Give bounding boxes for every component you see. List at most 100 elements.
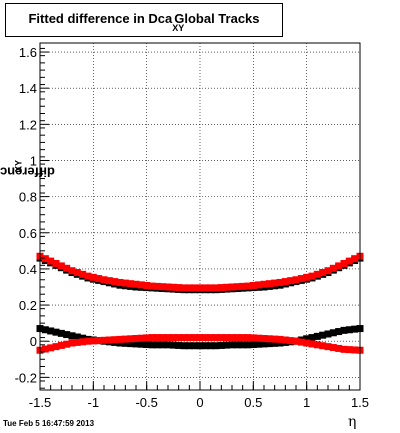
data-point [164,341,172,349]
data-point [340,259,348,267]
data-point [292,276,300,284]
data-point [255,281,263,289]
data-point [324,343,332,351]
data-point [212,284,220,292]
data-point [132,334,140,342]
y-tick-label: 0.8 [19,190,37,205]
data-point [164,283,172,291]
data-point [249,281,257,289]
y-tick-label: 0 [30,334,37,349]
data-point [185,334,193,342]
data-point [68,332,76,340]
data-point [319,269,327,277]
data-point [345,326,353,334]
data-point [41,345,49,353]
data-point [169,283,177,291]
y-tick-label: 1.4 [19,81,37,96]
data-point [287,337,295,345]
data-point [73,269,81,277]
data-point [132,280,140,288]
data-point [116,339,124,347]
chart-title-suffix: Global Tracks [174,11,260,26]
x-tick-label: 1.5 [351,395,369,410]
data-point [255,340,263,348]
data-point [297,338,305,346]
data-point [239,341,247,349]
data-point [159,334,167,342]
y-axis-label-subscript: XY [13,159,24,173]
data-point [308,340,316,348]
data-point [233,334,241,342]
data-point [63,331,71,339]
data-point [63,264,71,272]
x-tick-label: -1 [88,395,100,410]
data-point [265,335,273,343]
data-point [271,339,279,347]
data-point [329,264,337,272]
data-point [212,334,220,342]
series-3 [36,334,364,354]
data-point [340,326,348,334]
data-point [233,283,241,291]
data-point [57,341,65,349]
data-point [260,280,268,288]
data-point [313,341,321,349]
data-point [116,278,124,286]
data-point [41,255,49,263]
data-point [233,341,241,349]
data-point [153,341,161,349]
data-point [217,334,225,342]
grid-lines [40,43,360,390]
data-point [52,328,60,336]
data-point [143,341,151,349]
data-point [175,341,183,349]
data-point [303,273,311,281]
x-tick-label: 0.5 [244,395,262,410]
data-point [223,334,231,342]
data-point [153,334,161,342]
data-point [271,279,279,287]
data-point [281,336,289,344]
x-tick-label: -0.5 [135,395,157,410]
data-point [52,259,60,267]
data-point [47,344,55,352]
data-point [228,334,236,342]
data-point [303,339,311,347]
data-point [260,340,268,348]
data-point [84,272,92,280]
data-point [319,342,327,350]
data-point [329,344,337,352]
data-point [137,281,145,289]
y-tick-label: 1.2 [19,117,37,132]
data-point [121,335,129,343]
data-point [121,339,129,347]
data-point [223,283,231,291]
data-point [351,346,359,354]
data-point [73,333,81,341]
data-point [351,325,359,333]
data-point [127,280,135,288]
data-point [52,343,60,351]
data-point [105,336,113,344]
data-point [249,341,257,349]
data-point [207,342,215,350]
data-point [335,344,343,352]
data-point [207,334,215,342]
data-point [228,341,236,349]
data-point [180,284,188,292]
data-point [95,275,103,283]
data-point [148,282,156,290]
x-tick-label: 0 [196,395,203,410]
data-point [57,329,65,337]
data-point [127,335,135,343]
data-point [335,262,343,270]
data-point [345,346,353,354]
data-point [201,284,209,292]
data-point [185,342,193,350]
chart-title: Fitted difference in DcaXYGlobal Tracks [28,11,260,33]
y-tick-label: 0.2 [19,298,37,313]
data-point [297,275,305,283]
data-point [164,334,172,342]
data-point [63,340,71,348]
data-point [340,345,348,353]
